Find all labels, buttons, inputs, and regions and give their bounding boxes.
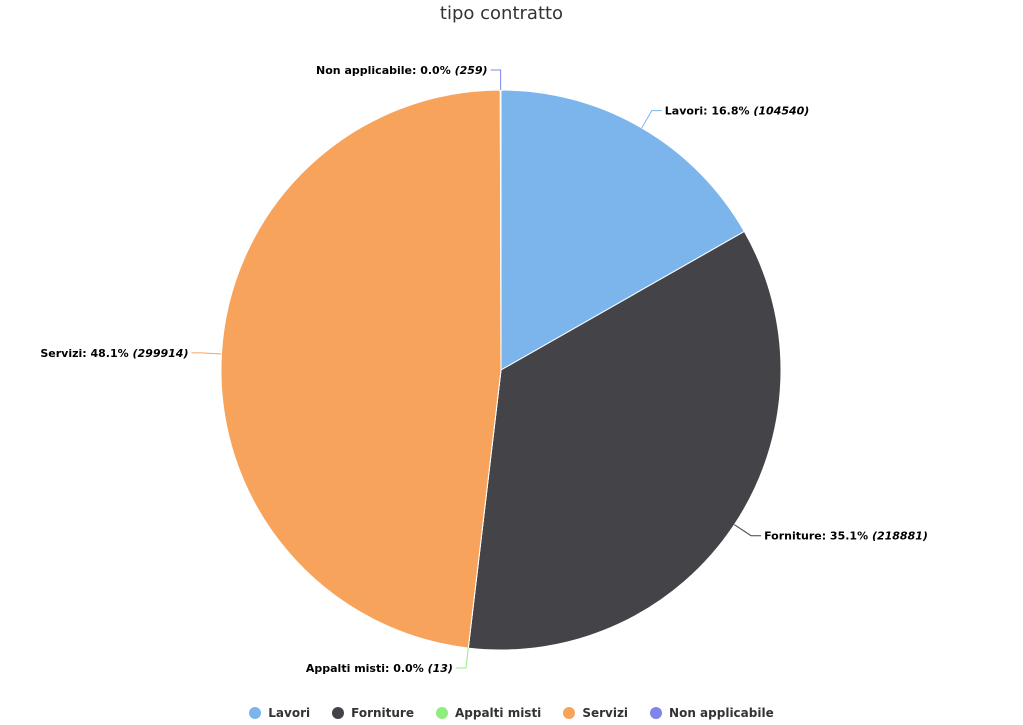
label-connector-forniture [734, 524, 762, 537]
legend-label: Non applicabile [669, 706, 774, 720]
data-label-servizi: Servizi: 48.1% (299914) [40, 347, 188, 360]
legend-label: Appalti misti [454, 706, 542, 720]
chart-legend: Lavori Forniture Appalti misti Servizi Non a… [0, 706, 1023, 720]
data-label-lavori: Lavori: 16.8% (104540) [665, 105, 810, 118]
pie-slices [220, 89, 782, 651]
data-labels: Lavori: 16.8% (104540) Forniture: 35.1% (… [39, 63, 929, 676]
legend-item-lavori[interactable]: Lavori [249, 706, 310, 720]
pie-slice-forniture[interactable] [467, 230, 782, 651]
legend-label: Forniture [351, 706, 414, 720]
legend-marker [650, 707, 663, 719]
legend-item-non-applicabile[interactable]: Non applicabile [650, 706, 774, 720]
data-label-forniture: Forniture: 35.1% (218881) [764, 530, 928, 543]
label-connector-appalti-misti [455, 648, 469, 669]
pie-slice-non-applicabile[interactable] [499, 89, 502, 371]
label-connector-lavori [641, 110, 662, 129]
label-connector-servizi [191, 352, 222, 355]
data-label-appalti-misti: Appalti misti: 0.0% (13) [306, 662, 453, 675]
legend-marker [249, 707, 262, 719]
legend-marker [435, 707, 448, 719]
chart-title: tipo contratto [439, 3, 564, 24]
legend-marker [332, 707, 345, 719]
legend-item-appalti-misti[interactable]: Appalti misti [435, 706, 542, 720]
label-connectors [191, 69, 762, 669]
pie-chart: Lavori: 16.8% (104540) Forniture: 35.1% (… [39, 63, 929, 676]
legend-marker [563, 707, 576, 719]
legend-item-forniture[interactable]: Forniture [332, 706, 414, 720]
data-label-non-applicabile: Non applicabile: 0.0% (259) [316, 64, 488, 77]
label-connector-non-applicabile [490, 69, 502, 91]
legend-label: Servizi [582, 706, 629, 720]
legend-label: Lavori [268, 706, 311, 720]
pie-slice-servizi[interactable] [220, 89, 502, 649]
legend-item-servizi[interactable]: Servizi [563, 706, 628, 720]
